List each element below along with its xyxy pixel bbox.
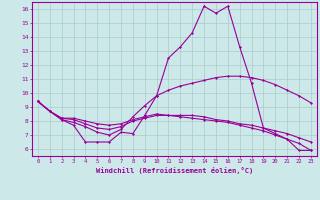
X-axis label: Windchill (Refroidissement éolien,°C): Windchill (Refroidissement éolien,°C) (96, 167, 253, 174)
